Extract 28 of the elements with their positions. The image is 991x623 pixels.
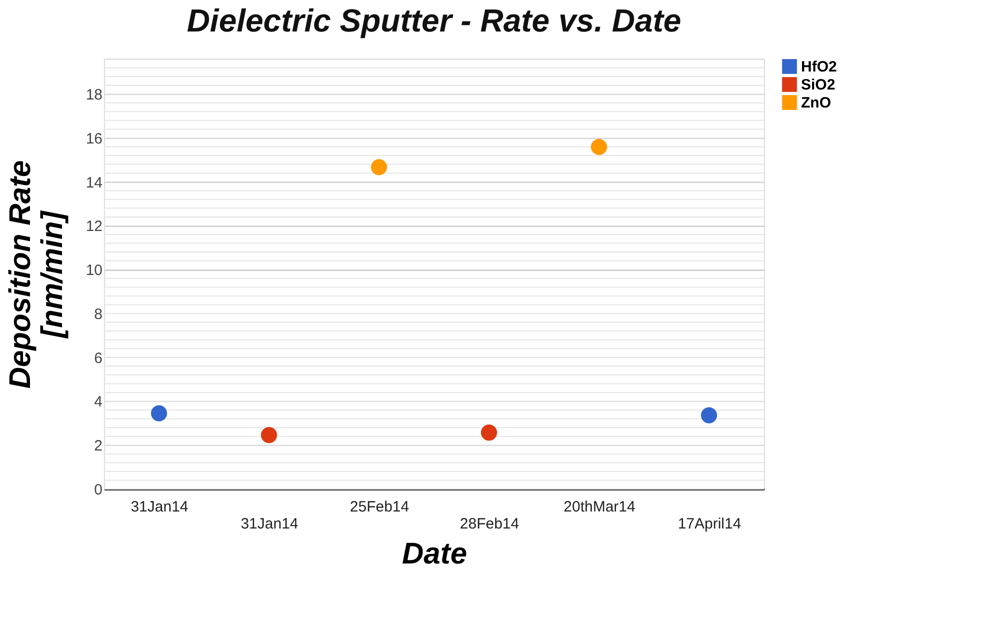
x-axis-title: Date <box>402 538 468 570</box>
y-tick-label: 16 <box>86 130 102 148</box>
legend-label: SiO2 <box>801 76 836 94</box>
y-tick-label: 0 <box>94 482 102 498</box>
y-tick-label: 18 <box>86 86 102 104</box>
point <box>370 159 388 176</box>
point <box>150 405 168 422</box>
x-tick-label: 28Feb14 <box>460 516 520 532</box>
y-tick-label: 14 <box>86 174 102 192</box>
y-tick-label: 6 <box>94 350 102 367</box>
legend-label: HfO2 <box>801 58 837 76</box>
chart-title: Dielectric Sputter - Rate vs. Date <box>186 2 682 38</box>
x-tick-label: 25Feb14 <box>350 498 410 516</box>
y-tick-label: 2 <box>94 438 102 455</box>
x-tick-label: 17April14 <box>678 516 742 532</box>
x-tick-label: 31Jan14 <box>130 498 188 516</box>
y-axis-title: Deposition Rate [nm/min] <box>4 160 69 389</box>
point <box>480 424 498 441</box>
x-tick-label: 31Jan14 <box>240 516 298 532</box>
legend-label: ZnO <box>801 94 832 112</box>
point <box>590 138 608 156</box>
y-tick-label: 10 <box>86 262 102 280</box>
point <box>700 407 718 424</box>
point <box>260 426 278 444</box>
y-tick-label: 4 <box>94 394 102 411</box>
y-tick-label: 8 <box>94 306 102 323</box>
y-tick-label: 12 <box>86 218 102 236</box>
x-tick-label: 20thMar14 <box>564 498 636 516</box>
